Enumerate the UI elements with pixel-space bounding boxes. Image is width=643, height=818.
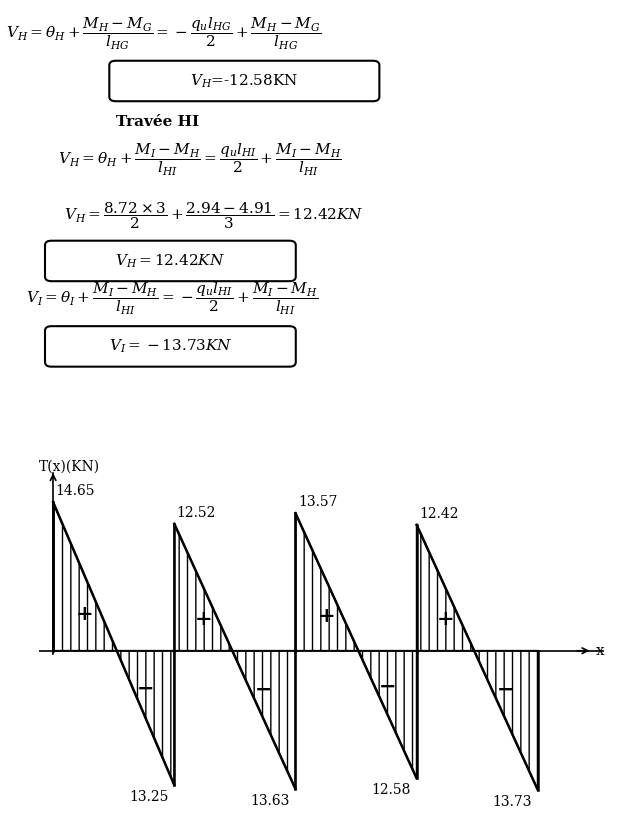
Text: 12.58: 12.58 (371, 784, 411, 798)
Text: $V_I = \theta_I + \dfrac{M_I - M_H}{l_{HI}} = -\dfrac{q_u l_{HI}}{2} + \dfrac{M_: $V_I = \theta_I + \dfrac{M_I - M_H}{l_{H… (26, 281, 318, 317)
Text: +: + (76, 604, 94, 623)
Text: −: − (255, 680, 273, 699)
Text: −: − (497, 680, 514, 699)
Text: −: − (137, 678, 154, 699)
Polygon shape (295, 513, 358, 650)
FancyBboxPatch shape (109, 61, 379, 101)
FancyBboxPatch shape (45, 326, 296, 366)
Text: x: x (596, 644, 604, 658)
Text: 12.42: 12.42 (419, 506, 458, 521)
Text: 13.73: 13.73 (493, 795, 532, 809)
Text: 12.52: 12.52 (177, 506, 216, 519)
Text: 13.57: 13.57 (298, 495, 338, 509)
Text: $V_H = \theta_H + \dfrac{M_I - M_H}{l_{HI}} = \dfrac{q_u l_{HI}}{2} + \dfrac{M_I: $V_H = \theta_H + \dfrac{M_I - M_H}{l_{H… (58, 142, 341, 178)
Polygon shape (117, 650, 174, 785)
Text: $V_I = -13.73KN$: $V_I = -13.73KN$ (109, 338, 232, 355)
Text: $V_H = 12.42KN$: $V_H = 12.42KN$ (115, 252, 226, 270)
Text: $V_H$=-12.58KN: $V_H$=-12.58KN (190, 72, 298, 90)
Polygon shape (417, 525, 474, 650)
Text: +: + (318, 606, 336, 627)
Text: $V_H = \dfrac{8.72 \times 3}{2} + \dfrac{2.94 - 4.91}{3} = 12.42KN$: $V_H = \dfrac{8.72 \times 3}{2} + \dfrac… (64, 200, 364, 231)
Text: Travée HI: Travée HI (116, 115, 199, 128)
Polygon shape (474, 650, 538, 790)
Text: +: + (194, 609, 212, 629)
Text: $V_H = \theta_H + \dfrac{M_H - M_G}{l_{HG}} = -\dfrac{q_u l_{HG}}{2} + \dfrac{M_: $V_H = \theta_H + \dfrac{M_H - M_G}{l_{H… (6, 16, 322, 52)
Text: T(x)(KN): T(x)(KN) (39, 459, 100, 474)
Polygon shape (174, 524, 232, 650)
Text: −: − (379, 676, 396, 696)
Polygon shape (358, 650, 417, 778)
Polygon shape (232, 650, 295, 789)
Text: +: + (437, 609, 454, 629)
FancyBboxPatch shape (45, 240, 296, 281)
Text: 13.25: 13.25 (129, 790, 168, 804)
Text: 14.65: 14.65 (55, 484, 95, 498)
Text: 13.63: 13.63 (250, 794, 289, 808)
Polygon shape (53, 502, 117, 650)
